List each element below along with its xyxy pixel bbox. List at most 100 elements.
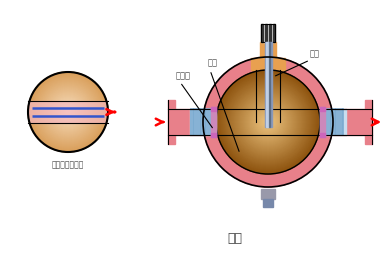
Bar: [269, 42, 270, 127]
Circle shape: [242, 96, 294, 148]
Circle shape: [243, 97, 293, 147]
Bar: [320, 107, 325, 111]
Circle shape: [222, 76, 314, 168]
Text: 球阀: 球阀: [228, 232, 242, 245]
Circle shape: [221, 75, 315, 169]
Circle shape: [247, 101, 289, 143]
Circle shape: [252, 106, 284, 138]
Bar: [273, 24, 275, 42]
Bar: [320, 133, 325, 137]
Circle shape: [239, 93, 297, 151]
Circle shape: [253, 107, 283, 137]
Circle shape: [63, 107, 73, 117]
Circle shape: [260, 114, 276, 130]
Bar: [211, 107, 216, 137]
Circle shape: [245, 99, 291, 145]
Circle shape: [232, 86, 304, 158]
Circle shape: [54, 98, 82, 126]
Circle shape: [59, 103, 77, 121]
Bar: [168, 100, 175, 144]
Circle shape: [40, 84, 96, 140]
Circle shape: [64, 108, 72, 116]
Circle shape: [62, 106, 74, 118]
Circle shape: [42, 86, 94, 138]
Circle shape: [264, 118, 272, 126]
Circle shape: [60, 104, 76, 120]
Circle shape: [259, 113, 277, 131]
Circle shape: [236, 90, 300, 154]
Bar: [266, 42, 268, 127]
Circle shape: [235, 89, 301, 155]
Bar: [365, 100, 372, 144]
Circle shape: [237, 91, 299, 153]
Text: 阀杆: 阀杆: [310, 49, 320, 58]
Bar: [333, 109, 365, 135]
Circle shape: [223, 77, 313, 167]
Circle shape: [244, 98, 292, 146]
Bar: [190, 109, 216, 135]
Bar: [263, 199, 273, 207]
Bar: [261, 24, 275, 42]
Circle shape: [29, 73, 107, 151]
Bar: [211, 107, 216, 111]
Circle shape: [241, 95, 295, 149]
Circle shape: [44, 88, 92, 136]
Circle shape: [263, 117, 273, 127]
Circle shape: [266, 120, 270, 124]
Circle shape: [43, 87, 93, 137]
Bar: [261, 24, 263, 42]
Circle shape: [31, 75, 105, 149]
Circle shape: [30, 74, 106, 150]
Circle shape: [65, 109, 71, 115]
Circle shape: [48, 92, 88, 132]
Circle shape: [216, 70, 320, 174]
Circle shape: [67, 111, 69, 113]
Circle shape: [61, 105, 75, 119]
Circle shape: [225, 79, 311, 165]
Circle shape: [219, 73, 317, 171]
Circle shape: [238, 92, 298, 152]
Circle shape: [55, 99, 81, 125]
Circle shape: [58, 102, 78, 122]
Circle shape: [41, 85, 95, 139]
Circle shape: [249, 103, 287, 141]
Circle shape: [218, 72, 318, 172]
Circle shape: [240, 94, 296, 150]
Circle shape: [256, 110, 280, 134]
Bar: [251, 58, 285, 70]
Bar: [28, 101, 108, 123]
Text: 密封座: 密封座: [176, 71, 191, 80]
Circle shape: [39, 83, 97, 141]
Circle shape: [45, 89, 91, 135]
Circle shape: [248, 102, 288, 142]
Bar: [265, 24, 267, 42]
Circle shape: [47, 91, 89, 133]
Bar: [258, 92, 278, 122]
Circle shape: [217, 71, 319, 173]
Bar: [320, 107, 325, 137]
Circle shape: [254, 108, 282, 136]
Bar: [260, 42, 276, 58]
Circle shape: [28, 72, 108, 152]
Circle shape: [33, 77, 103, 147]
Circle shape: [38, 82, 98, 142]
Circle shape: [34, 78, 102, 146]
Bar: [261, 189, 275, 199]
Circle shape: [228, 82, 308, 162]
Bar: [265, 42, 272, 127]
Circle shape: [246, 100, 290, 144]
Circle shape: [227, 81, 309, 163]
Circle shape: [230, 84, 306, 160]
Bar: [269, 24, 271, 42]
Text: 球体: 球体: [208, 58, 218, 67]
Bar: [320, 109, 346, 135]
Circle shape: [52, 96, 84, 128]
Circle shape: [231, 85, 305, 159]
Circle shape: [255, 109, 281, 135]
Circle shape: [261, 115, 275, 129]
Circle shape: [35, 79, 101, 145]
Circle shape: [37, 81, 99, 143]
Circle shape: [32, 76, 104, 148]
Bar: [256, 70, 280, 92]
Circle shape: [28, 72, 108, 152]
